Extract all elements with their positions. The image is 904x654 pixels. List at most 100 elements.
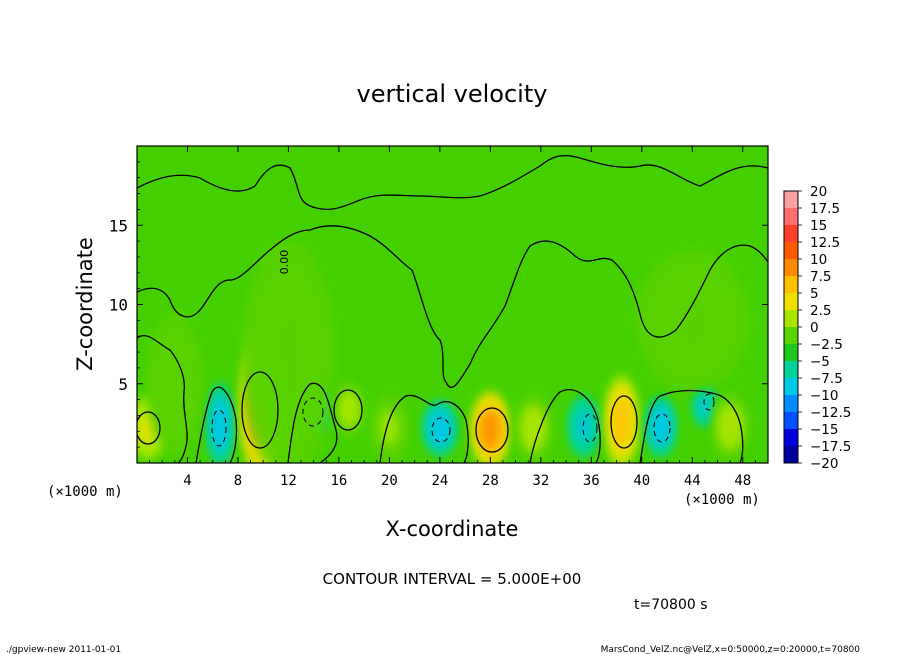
colorbar-label: −12.5 [810, 405, 851, 421]
velocity-cell-15 [146, 312, 204, 456]
colorbar-band [784, 293, 798, 311]
velocity-cell-layer [160, 348, 190, 420]
contour-label: 0.00 [278, 250, 291, 275]
x-tick-label: 16 [330, 473, 347, 489]
velocity-cell-7 [471, 391, 510, 463]
x-tick-label: 28 [482, 473, 499, 489]
chart-title: vertical velocity [357, 80, 548, 108]
velocity-cell-9 [568, 395, 599, 458]
dashed-ring-4 [582, 413, 598, 443]
colorbar-label: −20 [810, 456, 839, 472]
colorbar-label: 7.5 [810, 269, 831, 285]
velocity-cell-1 [207, 382, 234, 463]
colorbar-label: 20 [810, 184, 827, 200]
colorbar-label: 15 [810, 218, 827, 234]
colorbar-label: −15 [810, 422, 839, 438]
colorbar-band [784, 276, 798, 294]
y-tick-label: 5 [118, 375, 128, 394]
dashed-ring-6 [703, 393, 715, 411]
colorbar: 2017.51512.5107.552.50−2.5−5−7.5−10−12.5… [783, 184, 851, 472]
velocity-cell-layer [653, 411, 669, 442]
footer-left: ./gpview-new 2011-01-01 [6, 645, 121, 654]
y-axis-label: Z-coordinate [73, 237, 97, 371]
zero-contour-trough-5 [639, 389, 744, 463]
velocity-cell-layer [699, 395, 711, 417]
colorbar-label: −10 [810, 388, 839, 404]
dashed-ring-3 [431, 417, 451, 443]
colorbar-band [784, 412, 798, 430]
velocity-cell-layer [480, 410, 500, 449]
zero-contour-lower [137, 225, 768, 388]
time-label: t=70800 s [634, 597, 708, 613]
zero-contour-trough-1 [195, 386, 238, 463]
x-tick-label: 4 [183, 473, 191, 489]
colorbar-band [784, 208, 798, 226]
zero-contour-trough-4 [529, 389, 601, 463]
y-tick-label: 10 [109, 296, 128, 315]
velocity-cell-layer [613, 398, 631, 446]
zero-contour-upper [137, 154, 768, 210]
colorbar-band [784, 310, 798, 328]
velocity-cell-layer [264, 300, 313, 420]
colorbar-label: −2.5 [810, 337, 843, 353]
plot-area: 0.00 [137, 146, 768, 463]
velocity-cell-layer [431, 413, 449, 443]
velocity-field [137, 241, 750, 463]
colorbar-label: −17.5 [810, 439, 851, 455]
zero-contour-trough-3 [379, 394, 469, 463]
contour-ring-1 [137, 411, 161, 445]
velocity-cell-10 [604, 374, 639, 463]
colorbar-band [784, 327, 798, 345]
colorbar-band [784, 395, 798, 413]
dashed-ring-2 [302, 397, 324, 427]
x-tick-label: 24 [431, 473, 448, 489]
colorbar-band [784, 378, 798, 396]
colorbar-band [784, 191, 798, 209]
velocity-cell-5 [370, 392, 409, 463]
contour-ring-5 [610, 395, 638, 449]
colorbar-label: 12.5 [810, 235, 840, 251]
x-tick-label: 44 [684, 473, 701, 489]
contour-ring-4 [475, 407, 509, 453]
colorbar-label: 5 [810, 286, 819, 302]
x-unit-left: (×1000 m) [47, 484, 123, 500]
velocity-cell-13 [711, 390, 750, 463]
colorbar-band [784, 344, 798, 362]
colorbar-label: 17.5 [810, 201, 840, 217]
colorbar-label: 10 [810, 252, 827, 268]
velocity-cell-layer [213, 403, 227, 447]
y-axis: 5 10 15 [109, 161, 768, 448]
velocity-cell-16 [635, 249, 750, 392]
colorbar-label: 0 [810, 320, 819, 336]
contour-interval: CONTOUR INTERVAL = 5.000E+00 [323, 570, 582, 588]
colorbar-band [784, 242, 798, 260]
velocity-cell-4 [333, 380, 365, 438]
colorbar-label: −7.5 [810, 371, 843, 387]
x-tick-label: 12 [280, 473, 297, 489]
x-unit-right: (×1000 m) [684, 492, 760, 508]
dashed-ring-5 [653, 413, 671, 443]
dashed-ring-1 [211, 409, 227, 447]
y-tick-label: 15 [109, 216, 128, 235]
velocity-cell-14 [241, 241, 336, 463]
velocity-cell-layer [663, 284, 721, 357]
x-tick-label: 40 [633, 473, 650, 489]
velocity-cell-11 [645, 395, 676, 458]
colorbar-band [784, 361, 798, 379]
x-axis-label: X-coordinate [386, 517, 519, 541]
colorbar-band [784, 225, 798, 243]
contour-ring-2 [241, 371, 279, 449]
zero-contour-trough-2 [287, 382, 338, 463]
contour-ring-3 [333, 389, 363, 431]
footer-right: MarsCond_VelZ.nc@VelZ,x=0:50000,z=0:2000… [601, 645, 861, 654]
x-axis: 4 8 12 16 20 24 28 32 36 40 44 48 [149, 146, 756, 489]
colorbar-band [784, 259, 798, 277]
velocity-cell-6 [422, 399, 457, 457]
x-tick-label: 48 [734, 473, 751, 489]
x-tick-label: 20 [381, 473, 398, 489]
velocity-cell-12 [693, 384, 717, 428]
velocity-cell-layer [341, 394, 357, 424]
zero-contour-mid-left [137, 335, 188, 463]
velocity-cell-layer [523, 410, 543, 446]
